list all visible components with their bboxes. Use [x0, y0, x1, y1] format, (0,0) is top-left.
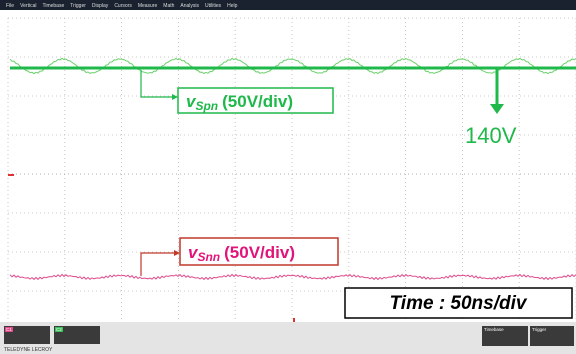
- oscilloscope-screen: File Vertical Timebase Trigger Display Cursor…: [0, 0, 576, 354]
- brand: TELEDYNE LECROY: [4, 347, 53, 353]
- menu-item[interactable]: Display: [92, 3, 109, 9]
- menu-item[interactable]: Measure: [138, 3, 158, 9]
- spn-scale: (50V/div): [222, 92, 293, 111]
- level-label: 140V: [465, 123, 517, 148]
- menu-item[interactable]: Vertical: [20, 3, 36, 9]
- spn-subscript: Spn: [195, 99, 218, 113]
- time-label: Time : 50ns/div: [390, 293, 528, 314]
- menu-item[interactable]: File: [6, 3, 14, 9]
- c2-text: C2: [56, 327, 62, 332]
- snn-scale: (50V/div): [224, 243, 295, 262]
- menu-item[interactable]: Cursors: [114, 3, 132, 9]
- menu-item[interactable]: Math: [163, 3, 174, 9]
- menu-item[interactable]: Timebase: [42, 3, 64, 9]
- timebase-text: Timebase: [484, 327, 504, 332]
- trigger-text: Trigger: [532, 327, 547, 332]
- menu-bar: [0, 0, 576, 10]
- snn-subscript: Snn: [197, 250, 220, 264]
- menu-item[interactable]: Help: [227, 3, 238, 9]
- menu-item[interactable]: Trigger: [70, 3, 86, 9]
- c1-text: C1: [6, 327, 12, 332]
- menu-item[interactable]: Utilities: [205, 3, 222, 9]
- menu-item[interactable]: Analysis: [180, 3, 199, 9]
